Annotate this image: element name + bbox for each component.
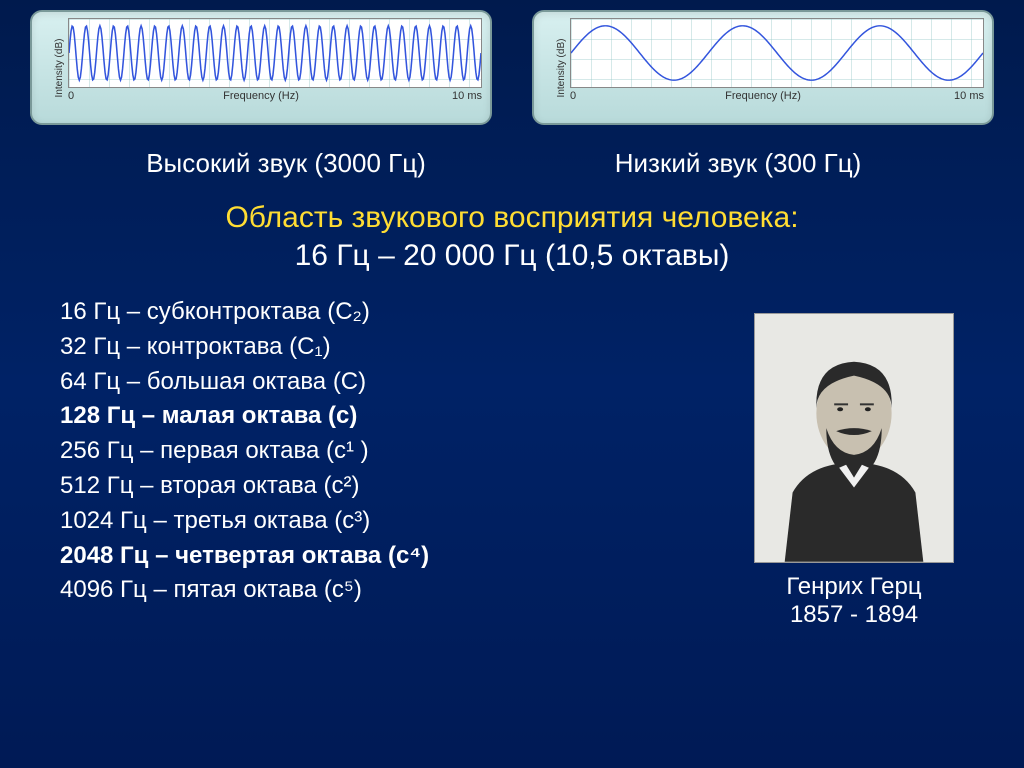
wave-captions: Высокий звук (3000 Гц) Низкий звук (300 … <box>0 130 1024 187</box>
portrait-column: Генрих Герц 1857 - 1894 <box>724 295 984 629</box>
octave-item: 256 Гц – первая октава (с¹ ) <box>60 434 724 469</box>
wave-plot-low <box>570 18 984 88</box>
x-axis-label: Frequency (Hz) <box>223 90 299 102</box>
caption-high: Высокий звук (3000 Гц) <box>60 148 512 179</box>
octave-item: 4096 Гц – пятая октава (с⁵) <box>60 573 724 608</box>
octave-item: 2048 Гц – четвертая октава (с⁴) <box>60 539 724 574</box>
waveform-panel-low: Intensity (dB) 0 Frequency (Hz) 10 ms <box>532 10 994 125</box>
main-heading: Область звукового восприятия человека: 1… <box>0 187 1024 279</box>
wave-svg-low <box>571 19 983 87</box>
octave-item: 64 Гц – большая октава (С) <box>60 365 724 400</box>
octave-item: 128 Гц – малая октава (с) <box>60 399 724 434</box>
caption-low: Низкий звук (300 Гц) <box>512 148 964 179</box>
wave-plot-high <box>68 18 482 88</box>
wave-svg-high <box>69 19 481 87</box>
heading-line1: Область звукового восприятия человека: <box>40 201 984 235</box>
y-axis-label: Intensity (dB) <box>54 38 65 97</box>
x-min: 0 <box>68 90 74 102</box>
x-min: 0 <box>570 90 576 102</box>
x-max: 10 ms <box>954 90 984 102</box>
waveform-row: Intensity (dB) 0 Frequency (Hz) 10 ms In… <box>0 0 1024 130</box>
portrait-name: Генрих Герц <box>724 573 984 601</box>
x-max: 10 ms <box>452 90 482 102</box>
octave-list: 16 Гц – субконтроктава (С₂)32 Гц – контр… <box>60 295 724 629</box>
x-axis-row: 0 Frequency (Hz) 10 ms <box>570 90 984 102</box>
octave-item: 32 Гц – контроктава (С₁) <box>60 330 724 365</box>
y-axis-label: Intensity (dB) <box>556 38 567 97</box>
portrait-svg <box>755 314 953 562</box>
octave-item: 512 Гц – вторая октава (с²) <box>60 469 724 504</box>
waveform-panel-high: Intensity (dB) 0 Frequency (Hz) 10 ms <box>30 10 492 125</box>
portrait-years: 1857 - 1894 <box>724 601 984 629</box>
octave-item: 1024 Гц – третья октава (с³) <box>60 504 724 539</box>
x-axis-row: 0 Frequency (Hz) 10 ms <box>68 90 482 102</box>
portrait-frame <box>754 313 954 563</box>
heading-line2: 16 Гц – 20 000 Гц (10,5 октавы) <box>40 239 984 273</box>
octave-item: 16 Гц – субконтроктава (С₂) <box>60 295 724 330</box>
x-axis-label: Frequency (Hz) <box>725 90 801 102</box>
lower-row: 16 Гц – субконтроктава (С₂)32 Гц – контр… <box>0 279 1024 629</box>
